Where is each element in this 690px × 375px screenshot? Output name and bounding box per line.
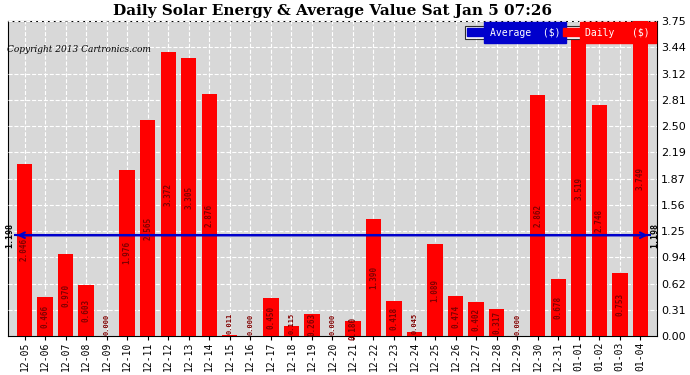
Bar bbox=[37, 297, 52, 336]
Text: 0.000: 0.000 bbox=[514, 314, 520, 335]
Bar bbox=[427, 244, 443, 336]
Text: 0.115: 0.115 bbox=[288, 313, 295, 334]
Bar bbox=[304, 314, 319, 336]
Text: 0.402: 0.402 bbox=[472, 308, 481, 331]
Bar bbox=[386, 301, 402, 336]
Text: Copyright 2013 Cartronics.com: Copyright 2013 Cartronics.com bbox=[7, 45, 151, 54]
Bar bbox=[345, 321, 361, 336]
Bar bbox=[489, 309, 504, 336]
Text: 2.565: 2.565 bbox=[144, 216, 152, 240]
Text: 1.390: 1.390 bbox=[369, 266, 378, 289]
Bar bbox=[612, 273, 627, 336]
Text: 0.474: 0.474 bbox=[451, 304, 460, 327]
Text: 2.748: 2.748 bbox=[595, 209, 604, 232]
Text: 1.976: 1.976 bbox=[123, 241, 132, 264]
Bar bbox=[58, 254, 73, 336]
Bar bbox=[201, 94, 217, 336]
Text: 0.466: 0.466 bbox=[41, 305, 50, 328]
Title: Daily Solar Energy & Average Value Sat Jan 5 07:26: Daily Solar Energy & Average Value Sat J… bbox=[113, 4, 552, 18]
Bar bbox=[633, 21, 648, 336]
Bar bbox=[591, 105, 607, 336]
Bar bbox=[161, 53, 176, 336]
Text: 0.011: 0.011 bbox=[227, 313, 233, 334]
Bar bbox=[448, 296, 463, 336]
Bar bbox=[79, 285, 94, 336]
Bar bbox=[551, 279, 566, 336]
Text: 0.000: 0.000 bbox=[104, 314, 110, 335]
Text: 0.000: 0.000 bbox=[329, 314, 335, 335]
Text: 0.263: 0.263 bbox=[308, 313, 317, 336]
Bar bbox=[263, 298, 279, 336]
Text: 0.317: 0.317 bbox=[492, 311, 501, 334]
Text: 3.519: 3.519 bbox=[574, 177, 583, 200]
Bar bbox=[284, 326, 299, 336]
Text: 0.450: 0.450 bbox=[266, 305, 275, 328]
Bar bbox=[222, 335, 237, 336]
Text: 0.180: 0.180 bbox=[348, 317, 357, 340]
Text: 1.198: 1.198 bbox=[6, 223, 14, 248]
Bar bbox=[366, 219, 381, 336]
Bar bbox=[140, 120, 155, 336]
Text: 0.000: 0.000 bbox=[247, 314, 253, 335]
Text: 0.678: 0.678 bbox=[554, 296, 563, 319]
Bar bbox=[407, 332, 422, 336]
Text: 0.045: 0.045 bbox=[411, 313, 417, 334]
Text: 0.418: 0.418 bbox=[390, 307, 399, 330]
Text: 0.970: 0.970 bbox=[61, 284, 70, 307]
Text: 2.876: 2.876 bbox=[205, 204, 214, 226]
Bar bbox=[530, 95, 545, 336]
Text: 1.089: 1.089 bbox=[431, 279, 440, 302]
Bar bbox=[17, 164, 32, 336]
Text: 3.372: 3.372 bbox=[164, 183, 172, 206]
Bar bbox=[571, 40, 586, 336]
Bar bbox=[469, 302, 484, 336]
Legend: Average  ($), Daily   ($): Average ($), Daily ($) bbox=[465, 26, 652, 39]
Text: 2.046: 2.046 bbox=[20, 238, 29, 261]
Text: 3.749: 3.749 bbox=[636, 167, 645, 190]
Text: 0.603: 0.603 bbox=[81, 299, 90, 322]
Text: 0.753: 0.753 bbox=[615, 293, 624, 316]
Text: 1.198: 1.198 bbox=[651, 223, 660, 248]
Text: 2.862: 2.862 bbox=[533, 204, 542, 227]
Bar bbox=[119, 170, 135, 336]
Text: 3.305: 3.305 bbox=[184, 186, 193, 209]
Bar bbox=[181, 58, 197, 336]
